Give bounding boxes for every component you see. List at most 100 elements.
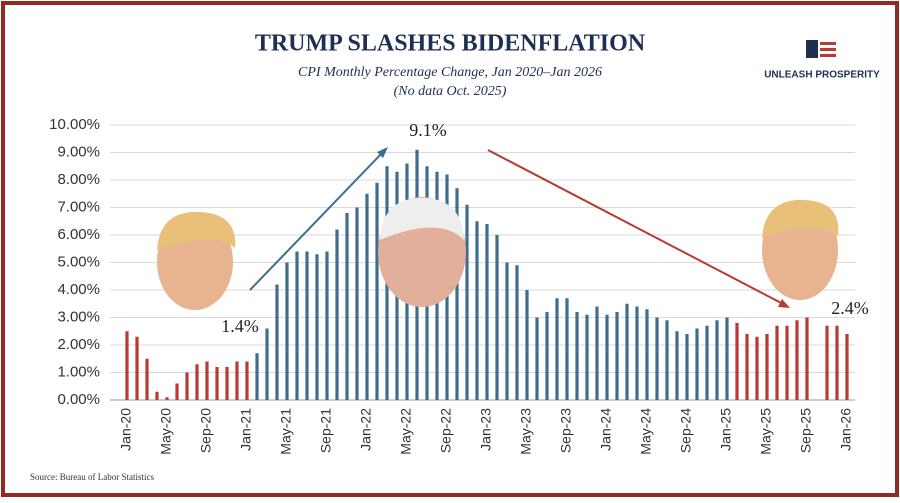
bar xyxy=(265,328,269,400)
bar xyxy=(275,284,279,400)
x-tick-label: May-20 xyxy=(158,408,174,455)
bar xyxy=(495,235,499,400)
bar xyxy=(845,334,849,400)
bar xyxy=(375,182,379,400)
x-tick-label: May-23 xyxy=(518,408,534,455)
brand: UNLEASH PROSPERITY xyxy=(764,70,880,81)
bar xyxy=(835,325,839,400)
y-tick-label: 3.00% xyxy=(57,308,100,325)
arrow-down xyxy=(487,149,786,306)
y-tick-label: 1.00% xyxy=(57,363,100,380)
bar xyxy=(665,320,669,400)
x-tick-label: May-21 xyxy=(278,408,294,455)
bar xyxy=(695,328,699,400)
bar xyxy=(625,303,629,400)
y-tick-label: 6.00% xyxy=(57,226,100,243)
face-left xyxy=(157,211,236,310)
bar xyxy=(585,314,589,400)
bar xyxy=(325,251,329,400)
bar xyxy=(455,188,459,400)
x-tick-label: May-24 xyxy=(638,408,654,455)
bar xyxy=(595,306,599,400)
x-tick-label: Sep-22 xyxy=(438,408,454,453)
bar xyxy=(705,325,709,400)
face-center xyxy=(378,197,466,307)
x-tick-label: May-25 xyxy=(758,408,774,455)
bar xyxy=(285,262,289,400)
bar xyxy=(225,367,229,400)
bar xyxy=(485,224,489,400)
y-tick-label: 7.00% xyxy=(57,198,100,215)
bar xyxy=(735,323,739,400)
chart-note: (No data Oct. 2025) xyxy=(394,84,507,99)
bar xyxy=(605,314,609,400)
bar xyxy=(525,290,529,400)
y-tick-label: 5.00% xyxy=(57,253,100,270)
bar xyxy=(235,361,239,400)
bar xyxy=(155,391,159,400)
chart-subtitle: CPI Monthly Percentage Change, Jan 2020–… xyxy=(298,65,602,80)
bar xyxy=(175,383,179,400)
bar xyxy=(825,325,829,400)
x-tick-label: Sep-24 xyxy=(678,408,694,453)
bar xyxy=(795,320,799,400)
y-tick-label: 10.00% xyxy=(49,116,100,133)
bar xyxy=(365,193,369,400)
bar xyxy=(165,397,169,400)
bar xyxy=(505,262,509,400)
bar xyxy=(245,361,249,400)
bar xyxy=(725,317,729,400)
arrow-head xyxy=(778,299,790,308)
bar xyxy=(575,312,579,400)
bar xyxy=(535,317,539,400)
bar xyxy=(335,229,339,400)
bar xyxy=(305,251,309,400)
arrow-up xyxy=(249,149,386,291)
x-tick-label: Jan-22 xyxy=(358,408,374,451)
face-right xyxy=(762,199,839,300)
x-tick-label: Sep-23 xyxy=(558,408,574,453)
x-tick-label: Sep-21 xyxy=(318,408,334,453)
bar xyxy=(295,251,299,400)
bar xyxy=(315,254,319,400)
bar xyxy=(755,336,759,400)
bar xyxy=(675,331,679,400)
bar xyxy=(185,372,189,400)
x-tick-label: Jan-26 xyxy=(838,408,854,451)
x-tick-label: Sep-25 xyxy=(798,408,814,453)
bar xyxy=(145,358,149,400)
bar xyxy=(805,317,809,400)
x-tick-label: Jan-24 xyxy=(598,408,614,451)
y-tick-label: 0.00% xyxy=(57,391,100,408)
bar xyxy=(135,336,139,400)
bar xyxy=(565,298,569,400)
arrow-head xyxy=(377,147,388,158)
bar xyxy=(715,320,719,400)
bar xyxy=(515,265,519,400)
bar xyxy=(475,221,479,400)
bar xyxy=(765,334,769,400)
bar xyxy=(555,298,559,400)
bar xyxy=(215,367,219,400)
bar xyxy=(255,353,259,400)
x-tick-label: Sep-20 xyxy=(198,408,214,453)
bar xyxy=(775,325,779,400)
bar xyxy=(545,312,549,400)
y-tick-label: 8.00% xyxy=(57,171,100,188)
bar xyxy=(745,334,749,400)
annotation: 1.4% xyxy=(221,316,259,336)
bar xyxy=(615,312,619,400)
bar xyxy=(345,213,349,400)
x-tick-label: Jan-21 xyxy=(238,408,254,451)
logo xyxy=(806,40,836,58)
y-tick-label: 4.00% xyxy=(57,281,100,298)
bar xyxy=(645,309,649,400)
bar xyxy=(655,317,659,400)
y-tick-label: 9.00% xyxy=(57,143,100,160)
bar xyxy=(465,204,469,400)
x-tick-label: Jan-23 xyxy=(478,408,494,451)
bar xyxy=(355,207,359,400)
x-tick-label: May-22 xyxy=(398,408,414,455)
bar xyxy=(125,331,129,400)
bar xyxy=(205,361,209,400)
